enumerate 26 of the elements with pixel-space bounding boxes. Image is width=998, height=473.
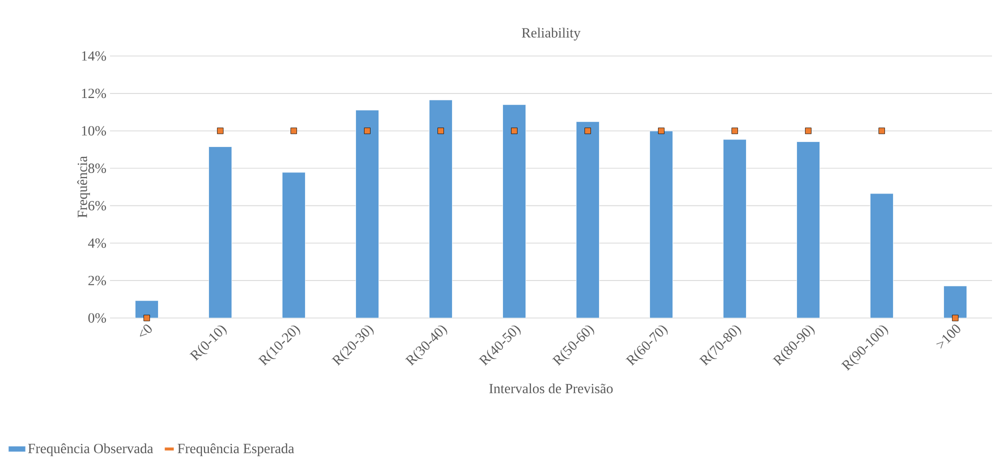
bar — [429, 100, 452, 318]
y-tick-label: 2% — [88, 276, 106, 286]
bar — [723, 139, 746, 318]
bar — [208, 146, 232, 318]
y-tick-label: 0% — [88, 313, 106, 323]
y-axis-title: Frequência — [77, 156, 90, 218]
legend-label: Frequência Esperada — [178, 443, 294, 456]
chart-title: Reliability — [522, 28, 581, 40]
x-axis-title: Intervalos de Previsão — [489, 383, 613, 394]
bar — [502, 104, 526, 318]
bar — [135, 300, 158, 318]
bar — [282, 172, 306, 318]
bar — [796, 142, 820, 318]
bar — [576, 121, 600, 318]
bar — [650, 130, 673, 318]
bar — [356, 110, 379, 318]
y-tick-label: 8% — [88, 164, 106, 174]
y-tick-label: 4% — [88, 238, 106, 248]
bar — [944, 286, 967, 318]
bar — [870, 193, 894, 318]
y-tick-label: 10% — [82, 126, 106, 136]
x-tick-label: <0 — [140, 324, 152, 336]
y-tick-label: 12% — [82, 88, 106, 98]
y-tick-label: 14% — [82, 51, 106, 61]
y-tick-label: 6% — [88, 200, 106, 210]
legend-label: Frequência Observada — [28, 443, 154, 456]
